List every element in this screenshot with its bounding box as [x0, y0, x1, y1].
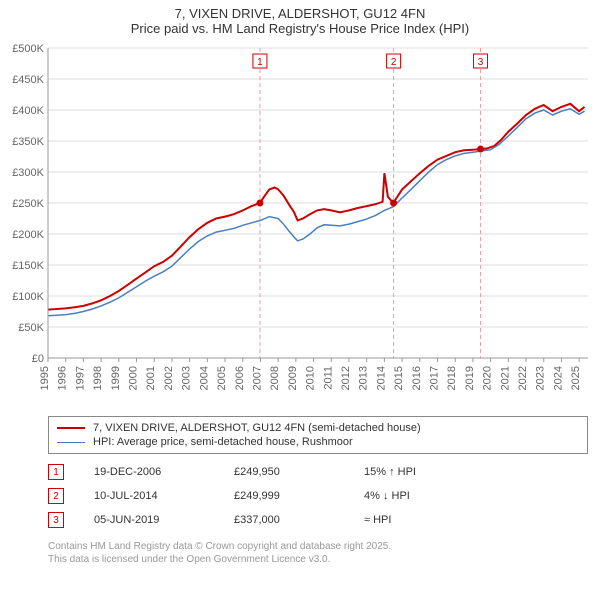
svg-text:2014: 2014 — [375, 366, 387, 390]
event-row: 1 19-DEC-2006 £249,950 15% ↑ HPI — [48, 460, 588, 484]
legend-label: HPI: Average price, semi-detached house,… — [93, 436, 353, 448]
svg-text:£350K: £350K — [12, 136, 44, 148]
svg-text:2013: 2013 — [358, 366, 370, 390]
page-root: 7, VIXEN DRIVE, ALDERSHOT, GU12 4FN Pric… — [0, 0, 600, 570]
svg-text:£200K: £200K — [12, 229, 44, 241]
event-badge: 2 — [48, 488, 64, 504]
marker-dot-1 — [256, 200, 263, 207]
footer-line-2: This data is licensed under the Open Gov… — [48, 553, 592, 566]
svg-text:2018: 2018 — [446, 366, 458, 390]
svg-text:2008: 2008 — [269, 366, 281, 390]
svg-text:2004: 2004 — [198, 366, 210, 390]
chart-subtitle: Price paid vs. HM Land Registry's House … — [8, 21, 592, 36]
legend: 7, VIXEN DRIVE, ALDERSHOT, GU12 4FN (sem… — [48, 416, 588, 454]
svg-text:2011: 2011 — [322, 366, 334, 390]
event-date: 19-DEC-2006 — [94, 466, 204, 478]
svg-text:2016: 2016 — [411, 366, 423, 390]
svg-text:2023: 2023 — [535, 366, 547, 390]
svg-text:£400K: £400K — [12, 105, 44, 117]
event-date: 05-JUN-2019 — [94, 514, 204, 526]
legend-swatch — [57, 442, 85, 443]
svg-text:£0: £0 — [32, 353, 44, 365]
line-chart: £0 £50K £100K £150K £200K £250K £300K £350K £400… — [8, 40, 592, 410]
event-badge: 3 — [48, 512, 64, 528]
svg-text:2005: 2005 — [216, 366, 228, 390]
svg-text:£500K: £500K — [12, 43, 44, 55]
event-hpi: ≈ HPI — [364, 514, 484, 526]
marker-dot-3 — [477, 146, 484, 153]
footer-line-1: Contains HM Land Registry data © Crown c… — [48, 540, 592, 553]
event-date: 10-JUL-2014 — [94, 490, 204, 502]
svg-text:1999: 1999 — [110, 366, 122, 390]
svg-text:3: 3 — [478, 57, 484, 68]
svg-text:£300K: £300K — [12, 167, 44, 179]
svg-text:2024: 2024 — [552, 366, 564, 390]
event-row: 2 10-JUL-2014 £249,999 4% ↓ HPI — [48, 484, 588, 508]
svg-text:£150K: £150K — [12, 260, 44, 272]
svg-text:2022: 2022 — [517, 366, 529, 390]
event-price: £249,999 — [234, 490, 334, 502]
svg-text:2019: 2019 — [464, 366, 476, 390]
chart-area: £0 £50K £100K £150K £200K £250K £300K £350K £400… — [8, 40, 592, 410]
svg-text:2025: 2025 — [570, 366, 582, 390]
svg-text:2006: 2006 — [234, 366, 246, 390]
event-hpi: 15% ↑ HPI — [364, 466, 484, 478]
legend-label: 7, VIXEN DRIVE, ALDERSHOT, GU12 4FN (sem… — [93, 422, 421, 434]
svg-text:2001: 2001 — [145, 366, 157, 390]
event-hpi: 4% ↓ HPI — [364, 490, 484, 502]
svg-text:£250K: £250K — [12, 198, 44, 210]
svg-text:2017: 2017 — [429, 366, 441, 390]
svg-text:2015: 2015 — [393, 366, 405, 390]
event-badge: 1 — [48, 464, 64, 480]
legend-row: 7, VIXEN DRIVE, ALDERSHOT, GU12 4FN (sem… — [57, 421, 579, 435]
svg-text:2000: 2000 — [128, 366, 140, 390]
svg-text:1995: 1995 — [39, 366, 51, 390]
svg-text:2: 2 — [391, 57, 397, 68]
event-price: £249,950 — [234, 466, 334, 478]
svg-text:1997: 1997 — [74, 366, 86, 390]
legend-row: HPI: Average price, semi-detached house,… — [57, 435, 579, 449]
footer-attribution: Contains HM Land Registry data © Crown c… — [48, 540, 592, 566]
svg-text:2009: 2009 — [287, 366, 299, 390]
legend-swatch — [57, 427, 85, 429]
marker-dot-2 — [390, 200, 397, 207]
svg-text:2012: 2012 — [340, 366, 352, 390]
chart-title: 7, VIXEN DRIVE, ALDERSHOT, GU12 4FN — [8, 6, 592, 21]
svg-text:2020: 2020 — [482, 366, 494, 390]
svg-text:2010: 2010 — [305, 366, 317, 390]
event-price: £337,000 — [234, 514, 334, 526]
svg-text:2021: 2021 — [499, 366, 511, 390]
svg-text:1998: 1998 — [92, 366, 104, 390]
svg-text:£50K: £50K — [18, 322, 44, 334]
svg-text:2002: 2002 — [163, 366, 175, 390]
event-row: 3 05-JUN-2019 £337,000 ≈ HPI — [48, 508, 588, 532]
svg-text:2007: 2007 — [251, 366, 263, 390]
svg-text:1: 1 — [257, 57, 263, 68]
svg-text:1996: 1996 — [57, 366, 69, 390]
svg-text:£100K: £100K — [12, 291, 44, 303]
events-table: 1 19-DEC-2006 £249,950 15% ↑ HPI 2 10-JUL-201… — [48, 460, 588, 532]
svg-text:2003: 2003 — [181, 366, 193, 390]
svg-text:£450K: £450K — [12, 74, 44, 86]
